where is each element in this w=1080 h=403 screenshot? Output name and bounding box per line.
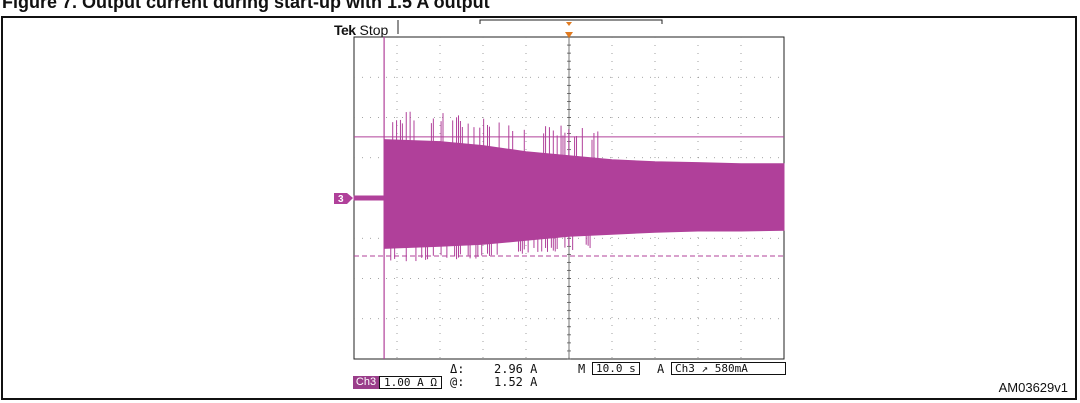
record-window-bracket	[479, 19, 663, 24]
current-trace-envelope	[353, 139, 785, 249]
timebase-prefix: M	[578, 362, 586, 376]
trigger-slope-icon: ↗	[701, 362, 709, 375]
trigger-prefix: A	[657, 362, 665, 376]
trigger-source: Ch3	[675, 362, 695, 375]
channel-label: Ch3	[353, 376, 379, 389]
figure-reference: AM03629v1	[998, 380, 1068, 395]
timebase-value: 10.0 s	[592, 362, 640, 375]
scope-state: Stop	[359, 22, 389, 38]
trigger-level: 580mA	[714, 362, 748, 375]
scope-status: Tek Stop	[334, 22, 388, 38]
channel-marker-text: 3	[338, 194, 344, 205]
at-value: 1.52 A	[494, 375, 538, 389]
delta-label: Δ:	[450, 362, 465, 376]
trigger-level-icon	[776, 173, 782, 181]
channel-marker-arrow-icon	[347, 193, 353, 204]
trigger-position-icon	[565, 32, 573, 38]
channel-scale: 1.00 A Ω	[379, 376, 442, 389]
at-label: @:	[450, 375, 465, 389]
scope-brand: Tek	[334, 22, 356, 38]
figure-frame	[1, 16, 1077, 400]
delta-value: 2.96 A	[494, 362, 538, 376]
trigger-marker-icon	[566, 22, 572, 26]
trigger-box: Ch3 ↗ 580mA	[671, 362, 786, 375]
figure-heading-text: Figure 7. Output current during start-up…	[2, 0, 490, 12]
channel-marker-icon	[334, 193, 347, 204]
figure-heading: Figure 7. Output current during start-up…	[0, 0, 1080, 14]
